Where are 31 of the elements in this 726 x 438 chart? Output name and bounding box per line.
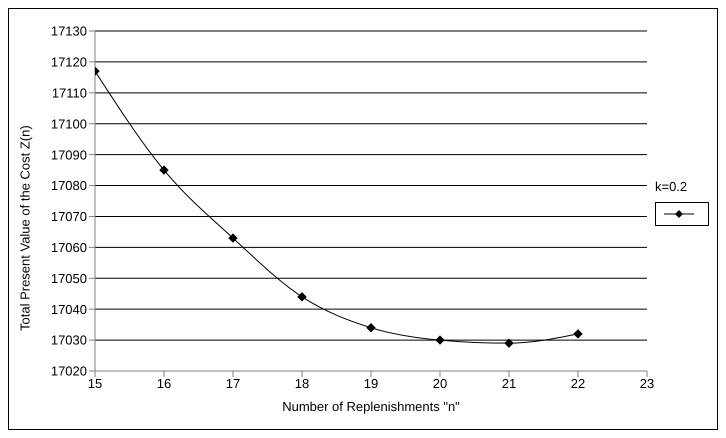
y-tick-label: 17120 [50, 54, 87, 70]
y-tick-label: 17080 [50, 178, 87, 194]
y-tick-label: 17100 [50, 116, 87, 132]
x-tick-label: 19 [364, 376, 378, 392]
x-tick-label: 17 [226, 376, 240, 392]
legend-title: k=0.2 [655, 179, 688, 194]
point [574, 329, 582, 338]
y-tick-label: 17060 [50, 240, 87, 255]
y-tick-label: 17070 [50, 209, 87, 224]
point [436, 336, 444, 345]
y-tick-label: 17040 [50, 302, 87, 317]
y-tick-label: 17050 [50, 270, 87, 286]
y-tick-label: 17130 [50, 24, 87, 39]
y-tick-label: 17090 [50, 147, 87, 162]
point [504, 338, 514, 348]
x-axis-title: Number of Replenishments "n" [282, 399, 460, 414]
y-tick-label: 17110 [52, 85, 87, 100]
x-tick-label: 16 [156, 376, 172, 392]
point [298, 292, 306, 302]
x-tick-label: 15 [88, 376, 102, 392]
point [228, 234, 238, 243]
point [366, 323, 376, 332]
y-tick-label: 17020 [50, 364, 87, 379]
y-axis-title: Total Present Value of the Cost Z(n) [18, 125, 33, 331]
x-tick-label: 22 [570, 376, 586, 392]
x-tick-label: 21 [502, 376, 516, 392]
x-tick-label: 18 [294, 376, 310, 392]
point [160, 166, 168, 175]
x-tick-label: 20 [432, 376, 448, 392]
y-tick-label: 17030 [50, 332, 87, 348]
x-tick-label: 23 [640, 376, 654, 392]
